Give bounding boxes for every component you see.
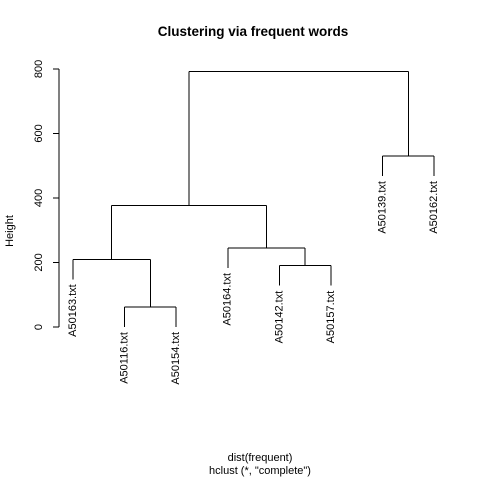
leaf-label: A50164.txt [222, 273, 234, 326]
y-tick-label: 0 [33, 324, 45, 330]
leaf-labels: A50163.txt A50116.txt A50154.txt A50164.txt… [67, 181, 440, 385]
dendrogram-tree [72, 71, 435, 328]
leaf-label: A50163.txt [67, 284, 79, 337]
y-tick-label: 600 [33, 124, 45, 142]
leaf-label: A50116.txt [119, 332, 131, 384]
leaf-label: A50154.txt [170, 332, 182, 385]
leaf-label: A50157.txt [325, 291, 337, 344]
y-tick-label: 200 [33, 253, 45, 271]
chart-title: Clustering via frequent words [158, 24, 349, 39]
leaf-label: A50139.txt [377, 181, 389, 234]
y-tick-label: 400 [33, 189, 45, 207]
y-axis-label: Height [4, 215, 16, 247]
leaf-label: A50162.txt [428, 181, 440, 234]
x-axis-label: dist(frequent) [228, 452, 293, 464]
leaf-label: A50142.txt [273, 291, 285, 344]
y-tick-label: 800 [33, 60, 45, 78]
method-label: hclust (*, "complete") [209, 465, 311, 477]
y-axis: 0 200 400 600 800 [33, 60, 60, 330]
